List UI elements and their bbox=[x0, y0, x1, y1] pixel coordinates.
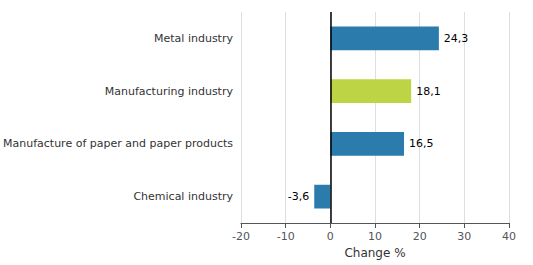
svg-text:-10: -10 bbox=[277, 230, 295, 243]
svg-text:10: 10 bbox=[368, 230, 382, 243]
svg-text:24,3: 24,3 bbox=[444, 32, 469, 45]
svg-text:20: 20 bbox=[413, 230, 427, 243]
svg-text:40: 40 bbox=[502, 230, 516, 243]
svg-text:18,1: 18,1 bbox=[416, 85, 441, 98]
svg-text:Manufacture of paper and paper: Manufacture of paper and paper products bbox=[3, 137, 233, 150]
svg-text:0: 0 bbox=[327, 230, 334, 243]
svg-text:-20: -20 bbox=[232, 230, 250, 243]
svg-text:-3,6: -3,6 bbox=[288, 190, 309, 203]
svg-text:Change %: Change % bbox=[344, 246, 405, 260]
svg-text:30: 30 bbox=[457, 230, 471, 243]
svg-text:Metal industry: Metal industry bbox=[154, 32, 233, 45]
svg-text:Manufacturing industry: Manufacturing industry bbox=[105, 85, 234, 98]
svg-text:Chemical industry: Chemical industry bbox=[133, 190, 233, 203]
svg-text:16,5: 16,5 bbox=[409, 137, 434, 150]
